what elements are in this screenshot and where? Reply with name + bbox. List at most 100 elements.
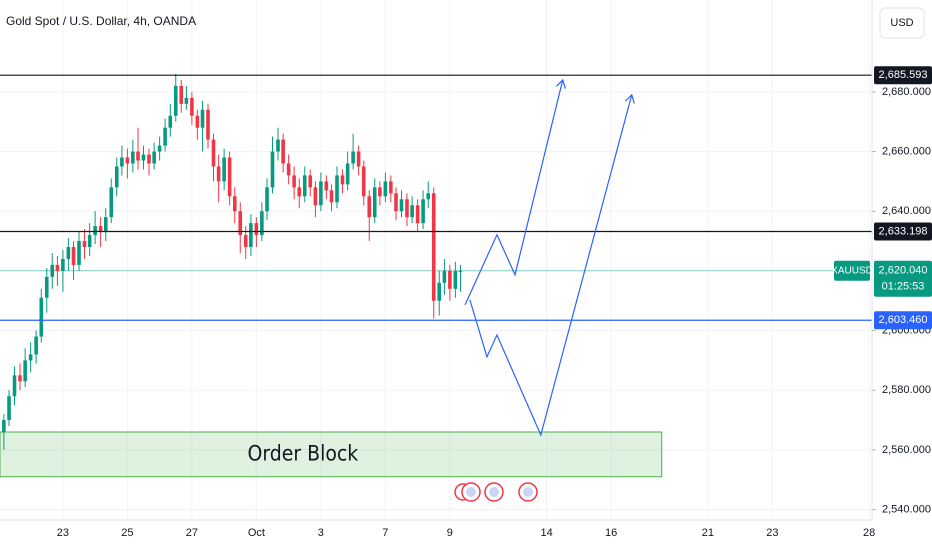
candle-body bbox=[286, 163, 291, 176]
candle-body bbox=[28, 354, 33, 361]
candle-body bbox=[61, 258, 65, 271]
candle-body bbox=[361, 166, 366, 197]
candle-body bbox=[184, 97, 189, 104]
candle-body bbox=[222, 157, 226, 182]
candle-body bbox=[448, 270, 452, 289]
candle-body bbox=[319, 181, 323, 206]
x-tick-label: 23 bbox=[766, 527, 778, 539]
candle-body bbox=[206, 109, 210, 140]
candle-body bbox=[356, 151, 361, 167]
order-block bbox=[0, 431, 663, 478]
candle-body bbox=[18, 375, 22, 382]
x-tick-label: 28 bbox=[863, 527, 875, 539]
candle-body bbox=[329, 190, 334, 203]
event-flag bbox=[489, 487, 499, 497]
candle-body bbox=[2, 420, 6, 432]
candle-body bbox=[389, 181, 393, 194]
candle-body bbox=[232, 196, 237, 212]
candle-body bbox=[437, 282, 442, 301]
candle-body bbox=[453, 270, 458, 289]
candle-body bbox=[292, 175, 296, 188]
candle-body bbox=[50, 264, 55, 277]
level-label: 2,633.198 bbox=[879, 225, 928, 237]
candle-body bbox=[243, 235, 248, 248]
candle-body bbox=[103, 217, 108, 233]
y-tick-label: 2,580.000 bbox=[882, 384, 931, 396]
candle-body bbox=[249, 223, 253, 248]
currency-label[interactable]: USD bbox=[890, 17, 913, 29]
y-tick-label: 2,540.000 bbox=[882, 503, 931, 515]
y-tick-label: 2,640.000 bbox=[882, 205, 931, 217]
candle-body bbox=[147, 154, 151, 164]
candle-body bbox=[227, 157, 232, 197]
symbol-label: XAUUSD bbox=[831, 265, 873, 276]
candle-body bbox=[179, 85, 184, 104]
x-tick-label: 23 bbox=[57, 527, 69, 539]
candle-body bbox=[442, 270, 447, 283]
candle-body bbox=[141, 154, 146, 161]
candle-body bbox=[98, 226, 103, 233]
projection-path bbox=[469, 94, 633, 437]
candle-body bbox=[77, 241, 81, 265]
level-label: 2,685.593 bbox=[879, 69, 928, 81]
arrow-head bbox=[555, 78, 566, 89]
candle-body bbox=[216, 166, 221, 182]
candle-body bbox=[351, 151, 355, 164]
x-tick-label: 7 bbox=[382, 527, 388, 539]
candle-body bbox=[415, 205, 420, 224]
candle-body bbox=[308, 175, 313, 188]
candle-body bbox=[431, 193, 436, 301]
candle-body bbox=[12, 375, 17, 397]
symbol-box bbox=[834, 260, 870, 281]
candle-body bbox=[313, 187, 318, 206]
candle-body bbox=[335, 175, 339, 203]
candle-body bbox=[71, 247, 76, 265]
candle-body bbox=[254, 223, 259, 236]
candle-body bbox=[426, 193, 431, 200]
projection-path bbox=[464, 79, 564, 306]
x-tick-label: 3 bbox=[318, 527, 324, 539]
candle-body bbox=[345, 163, 350, 185]
plot: Order Block bbox=[0, 73, 872, 478]
countdown-label: 01:25:53 bbox=[882, 281, 925, 293]
candle-body bbox=[340, 175, 345, 185]
arrow-head bbox=[624, 93, 635, 104]
candle-body bbox=[458, 270, 463, 272]
y-tick-label: 2,660.000 bbox=[882, 145, 931, 157]
x-tick-label: 16 bbox=[605, 527, 617, 539]
last-price-box bbox=[874, 260, 932, 297]
x-tick-label: Oct bbox=[248, 527, 265, 539]
candle-body bbox=[120, 157, 124, 167]
candle-body bbox=[302, 175, 307, 197]
candle-body bbox=[195, 115, 200, 128]
candle-body bbox=[372, 187, 377, 218]
level-label-box bbox=[874, 311, 932, 330]
event-flag bbox=[466, 487, 476, 497]
x-tick-label: 27 bbox=[186, 527, 198, 539]
order-block-label: Order Block bbox=[247, 441, 358, 465]
candle-body bbox=[410, 205, 414, 218]
candle-body bbox=[168, 115, 173, 128]
candle-body bbox=[200, 109, 205, 128]
candle-body bbox=[270, 151, 275, 188]
candle-body bbox=[297, 187, 302, 197]
candle-body bbox=[383, 181, 388, 197]
candle-body bbox=[399, 199, 404, 212]
candle-body bbox=[157, 145, 162, 152]
candle-body bbox=[163, 127, 167, 146]
x-tick-label: 25 bbox=[121, 527, 133, 539]
x-tick-label: 14 bbox=[540, 527, 552, 539]
candle-body bbox=[125, 157, 130, 164]
candle-body bbox=[66, 247, 71, 259]
y-tick-label: 2,560.000 bbox=[882, 444, 931, 456]
event-icons bbox=[454, 482, 538, 502]
candle-body bbox=[211, 139, 216, 167]
level-label: 2,603.460 bbox=[879, 314, 928, 326]
candle-body bbox=[7, 396, 11, 421]
currency-button[interactable] bbox=[879, 7, 925, 39]
candle-body bbox=[93, 226, 97, 236]
x-tick-label: 21 bbox=[702, 527, 714, 539]
candle-body bbox=[173, 85, 178, 116]
last-price-label: 2,620.040 bbox=[879, 265, 928, 277]
